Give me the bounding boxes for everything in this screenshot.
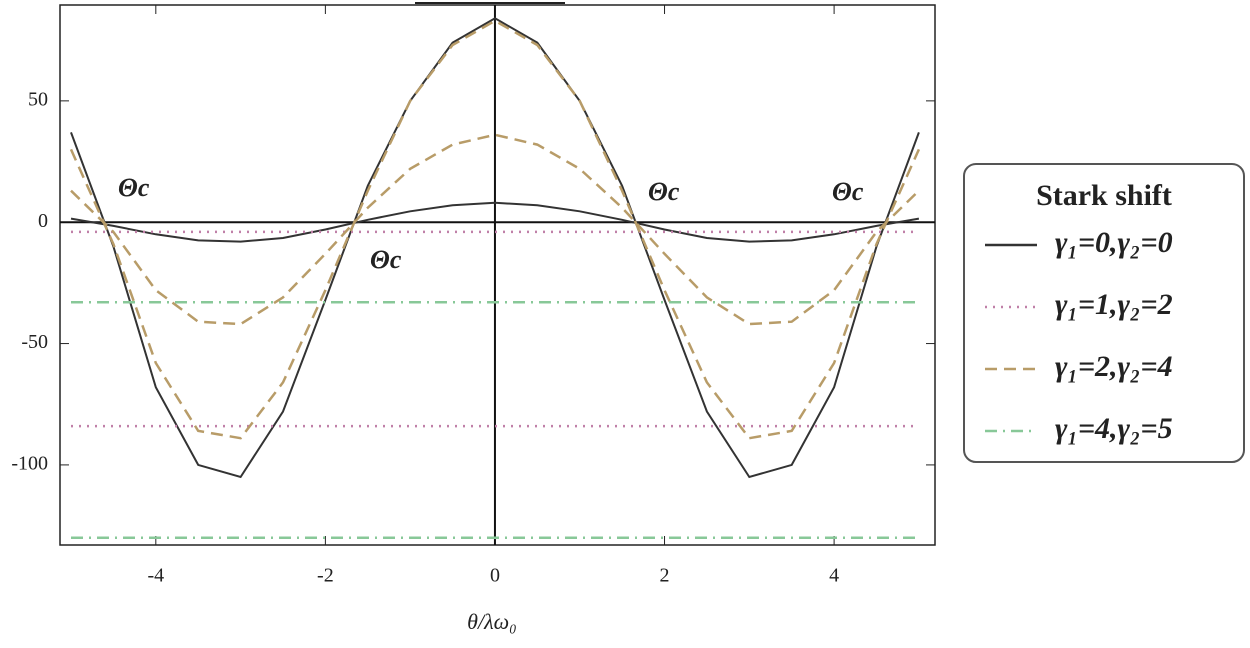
curve: [69, 19, 921, 440]
legend-label: γ₁=1,γ₂=2: [1055, 288, 1173, 321]
x-tick-label: -2: [317, 565, 334, 587]
legend-label: γ₁=0,γ₂=0: [1055, 226, 1173, 259]
curve: [70, 201, 920, 243]
annotation: Θc: [648, 177, 680, 206]
curve: [70, 133, 920, 326]
legend-box: [963, 163, 1245, 463]
annotation: Θc: [832, 177, 864, 206]
annotation: Θc: [118, 173, 150, 202]
frame: [59, 4, 936, 546]
x-tick-label: -4: [147, 565, 164, 587]
legend-label: γ₁=4,γ₂=5: [1055, 412, 1173, 445]
legend-label: γ₁=2,γ₂=4: [1055, 350, 1173, 383]
x-tick-label: 0: [490, 565, 500, 587]
y-tick-label: -50: [21, 331, 48, 353]
y-tick-label: -100: [11, 453, 48, 475]
curve: [70, 17, 920, 479]
annotation: Θc: [370, 245, 402, 274]
x-tick-label: 2: [660, 565, 670, 587]
x-axis-label: θ/λω₀: [467, 609, 517, 634]
x-tick-label: 4: [829, 565, 839, 587]
y-tick-label: 50: [28, 88, 48, 110]
legend-title: Stark shift: [1036, 179, 1172, 212]
y-tick-label: 0: [38, 210, 48, 232]
